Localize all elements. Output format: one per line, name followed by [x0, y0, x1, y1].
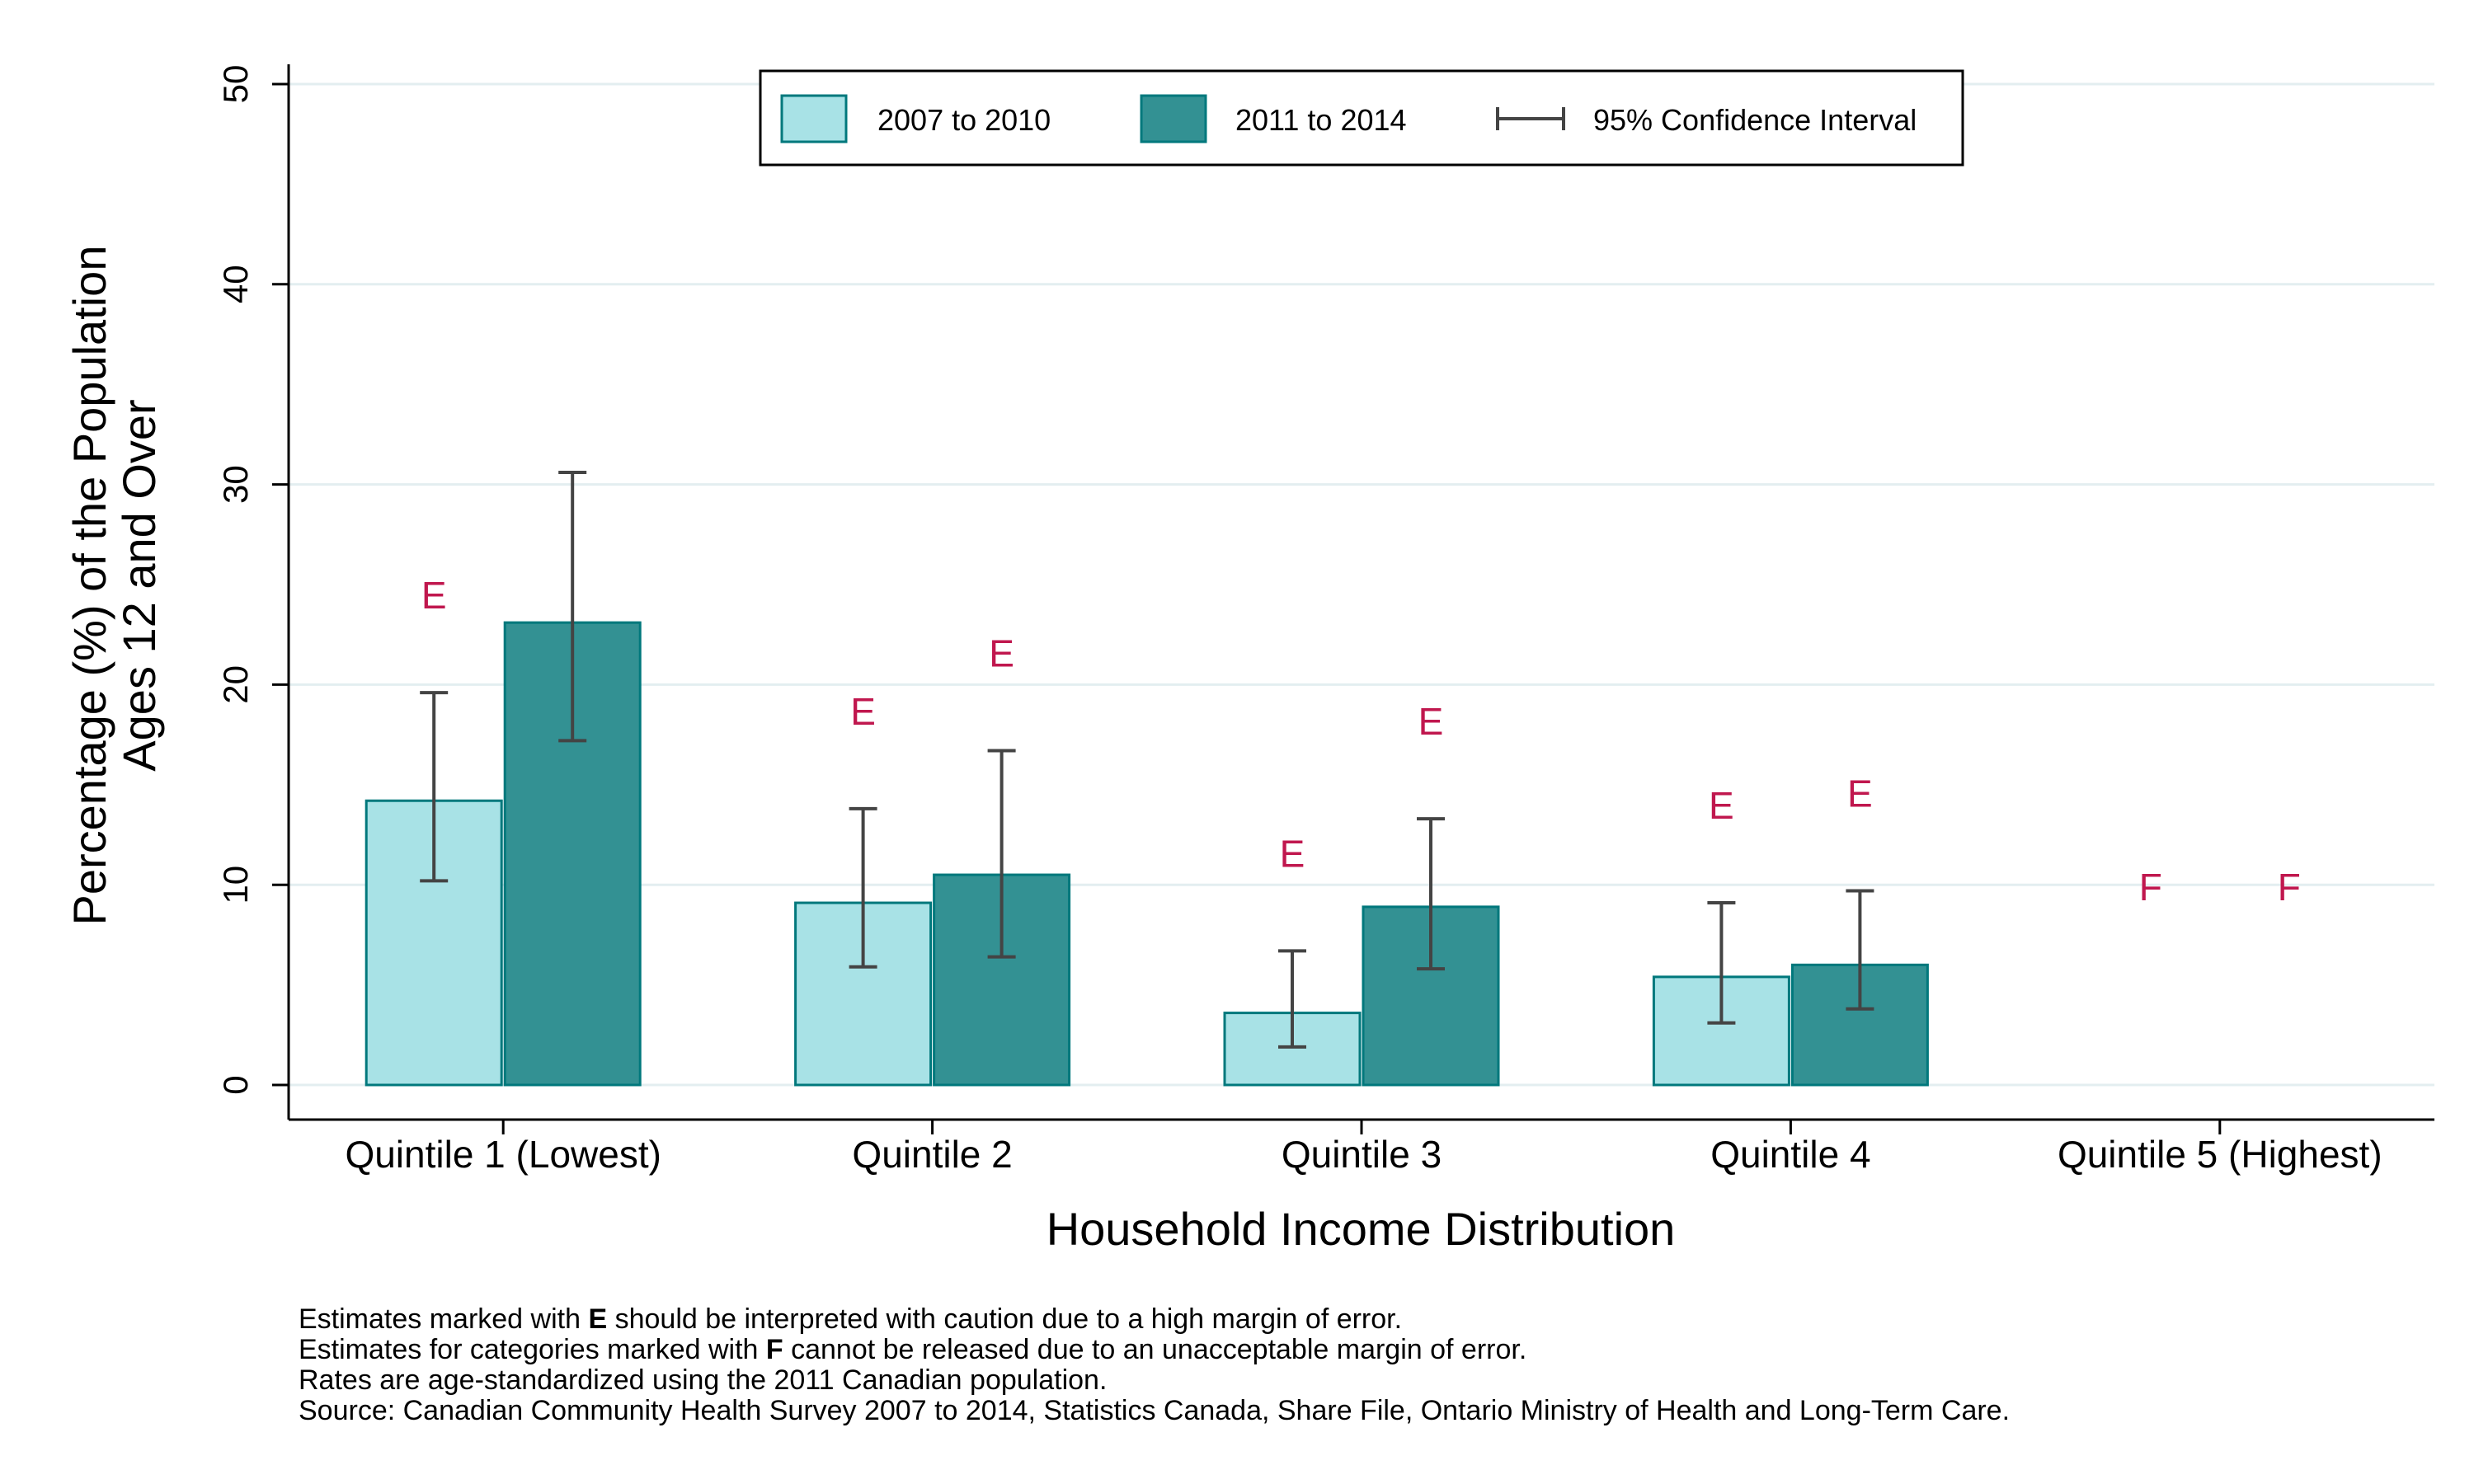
x-tick-label: Quintile 5 (Highest): [2058, 1133, 2382, 1176]
footnote-e: Estimates marked with E should be interp…: [299, 1304, 2010, 1335]
x-tick-label: Quintile 4: [1710, 1133, 1870, 1176]
estimate-flag: F: [2278, 866, 2301, 909]
legend-box: [759, 69, 1964, 167]
y-tick-label: 30: [216, 465, 255, 504]
y-axis-title-line1: Percentage (%) of the Population: [63, 246, 115, 926]
bars: [365, 621, 1929, 1087]
footnote-e-flag: E: [588, 1303, 608, 1335]
estimate-flags: E E E E E E E F F: [421, 574, 2301, 909]
y-tick-label: 50: [216, 65, 255, 104]
footnote-f-text-end: cannot be released due to an unacceptabl…: [783, 1334, 1527, 1365]
footnote-e-text-start: Estimates marked with: [299, 1303, 589, 1335]
estimate-flag: E: [850, 690, 876, 733]
footnotes: Estimates marked with E should be interp…: [299, 1304, 2010, 1426]
footnote-source: Source: Canadian Community Health Survey…: [299, 1395, 2011, 1426]
estimate-flag: E: [1847, 772, 1873, 815]
estimate-flag: F: [2139, 866, 2162, 909]
axis-labels: Quintile 1 (Lowest) Quintile 2 Quintile 3 Q…: [63, 246, 2382, 1255]
y-tick-label: 0: [216, 1075, 255, 1094]
footnote-f-text-start: Estimates for categories marked with: [299, 1334, 766, 1365]
footnote-f-flag: F: [765, 1334, 783, 1365]
legend-swatch-2011: [1140, 94, 1207, 143]
footnote-f: Estimates for categories marked with F c…: [299, 1335, 2010, 1365]
estimate-flag: E: [1418, 700, 1444, 743]
estimate-flag: E: [421, 574, 447, 617]
estimate-flag: E: [989, 632, 1014, 675]
x-tick-label: Quintile 3: [1282, 1133, 1442, 1176]
legend-label-2011: 2011 to 2014: [1235, 103, 1407, 137]
legend: 2007 to 2010 2011 to 2014 95% Confidence I…: [759, 69, 1964, 167]
legend-label-2007: 2007 to 2010: [877, 103, 1051, 137]
footnote-age-standardized: Rates are age-standardized using the 201…: [299, 1364, 1108, 1396]
estimate-flag: E: [1280, 832, 1305, 875]
y-axis-title-line2: Ages 12 and Over: [113, 399, 165, 771]
estimate-flag: E: [1709, 784, 1734, 827]
footnote-e-text-end: should be interpreted with caution due t…: [607, 1303, 1403, 1335]
x-tick-label: Quintile 2: [852, 1133, 1012, 1176]
legend-label-ci: 95% Confidence Interval: [1593, 103, 1917, 137]
x-axis-title: Household Income Distribution: [1047, 1203, 1676, 1255]
y-tick-label: 20: [216, 665, 255, 704]
legend-swatch-2007: [780, 94, 848, 143]
y-tick-label: 10: [216, 866, 255, 904]
y-tick-label: 40: [216, 265, 255, 303]
confidence-intervals: [420, 471, 1874, 1049]
axes: 0 10 20 30 40 50: [216, 64, 2434, 1134]
x-tick-label: Quintile 1 (Lowest): [345, 1133, 661, 1176]
